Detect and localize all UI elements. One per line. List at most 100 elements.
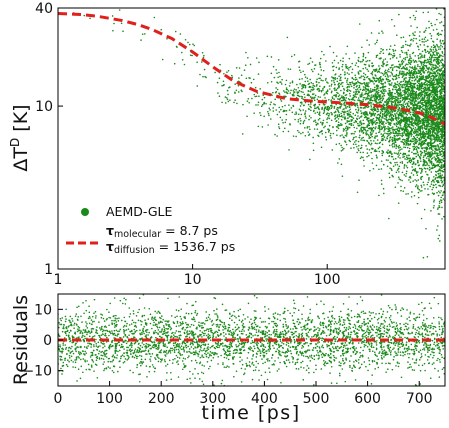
main-scatter-point <box>374 149 377 151</box>
main-scatter-point <box>349 108 351 111</box>
main-scatter-point <box>376 117 378 120</box>
main-scatter-point <box>425 150 427 153</box>
main-scatter-point <box>441 128 444 130</box>
main-scatter-point <box>408 116 411 119</box>
main-scatter-point <box>249 63 252 66</box>
main-scatter-point <box>352 82 354 85</box>
main-scatter-point <box>411 133 413 136</box>
main-scatter-point <box>402 71 404 73</box>
main-scatter-point <box>318 77 320 80</box>
main-scatter-point <box>437 135 440 137</box>
main-scatter-point <box>309 90 312 93</box>
main-scatter-point <box>419 71 421 74</box>
main-scatter-point <box>439 108 442 110</box>
main-scatter-point <box>409 39 412 42</box>
main-scatter-point <box>406 114 409 116</box>
main-scatter-point <box>409 75 412 77</box>
main-scatter-point <box>432 94 434 96</box>
main-scatter-point <box>382 52 385 55</box>
main-scatter-point <box>375 41 378 44</box>
main-scatter-point <box>394 135 396 137</box>
main-scatter-point <box>376 139 379 141</box>
main-scatter-point <box>431 55 433 58</box>
main-scatter-point <box>384 132 386 134</box>
main-scatter-point <box>349 111 352 114</box>
main-scatter-point <box>420 172 422 174</box>
main-scatter-point <box>431 179 434 182</box>
main-scatter-point <box>360 139 362 141</box>
main-scatter-point <box>391 174 394 177</box>
main-scatter-point <box>295 135 297 138</box>
main-scatter-point <box>427 181 429 184</box>
main-scatter-point <box>411 101 413 103</box>
main-scatter-point <box>365 131 368 133</box>
main-scatter-point <box>295 89 297 91</box>
main-scatter-point <box>280 100 283 102</box>
main-scatter-point <box>386 135 389 138</box>
main-scatter-point <box>426 58 429 61</box>
main-scatter-point <box>357 148 359 150</box>
main-scatter-point <box>415 163 417 165</box>
main-scatter-point <box>399 157 401 159</box>
main-scatter-point <box>403 164 406 166</box>
main-scatter-point <box>367 77 370 80</box>
main-scatter-point <box>425 27 428 29</box>
main-scatter-point <box>425 130 428 133</box>
main-scatter-point <box>440 196 442 199</box>
main-scatter-point <box>418 164 421 166</box>
main-scatter-point <box>398 144 401 147</box>
main-scatter-point <box>401 162 404 164</box>
main-scatter-point <box>304 86 307 89</box>
main-scatter-point <box>372 111 375 113</box>
main-scatter-point <box>404 121 407 124</box>
main-scatter-point <box>435 186 438 189</box>
main-scatter-point <box>349 81 352 84</box>
main-scatter-point <box>388 123 390 125</box>
main-scatter-point <box>404 80 407 82</box>
main-scatter-point <box>433 98 435 101</box>
main-scatter-point <box>361 92 363 94</box>
main-scatter-point <box>284 127 286 130</box>
main-scatter-point <box>381 30 383 33</box>
main-scatter-point <box>363 76 366 79</box>
main-scatter-point <box>402 190 405 192</box>
main-scatter-point <box>330 80 333 82</box>
main-scatter-point <box>337 121 340 124</box>
main-scatter-point <box>398 92 401 95</box>
main-scatter-point <box>346 132 348 134</box>
main-scatter-point <box>360 96 362 98</box>
main-scatter-point <box>408 34 411 37</box>
main-scatter-point <box>401 135 404 138</box>
main-scatter-point <box>354 130 356 133</box>
main-scatter-point <box>381 150 383 152</box>
main-scatter-point <box>378 81 380 84</box>
main-scatter-point <box>221 101 223 104</box>
main-scatter-point <box>440 161 443 164</box>
main-scatter-point <box>392 48 394 51</box>
main-scatter-point <box>362 156 364 159</box>
main-scatter-point <box>430 58 432 61</box>
main-scatter-point <box>399 120 401 122</box>
main-scatter-point <box>386 109 388 111</box>
main-scatter-point <box>437 149 439 151</box>
main-scatter-point <box>387 80 389 83</box>
main-scatter-point <box>420 95 422 98</box>
main-scatter-point <box>378 150 381 153</box>
main-scatter-point <box>436 155 439 157</box>
main-scatter-point <box>354 105 357 107</box>
main-scatter-point <box>378 94 380 96</box>
main-scatter-point <box>431 151 433 153</box>
main-scatter-point <box>434 102 436 105</box>
main-scatter-point <box>401 148 403 150</box>
main-scatter-point <box>351 68 354 71</box>
main-scatter-point <box>416 76 419 79</box>
main-scatter-point <box>370 91 372 93</box>
main-scatter-point <box>411 123 414 125</box>
main-scatter-point <box>394 115 397 117</box>
main-scatter-point <box>373 107 376 110</box>
main-scatter-point <box>371 157 373 160</box>
main-scatter-point <box>416 124 418 127</box>
main-scatter-point <box>415 120 418 122</box>
main-scatter-point <box>373 94 375 97</box>
main-scatter-point <box>354 76 357 79</box>
